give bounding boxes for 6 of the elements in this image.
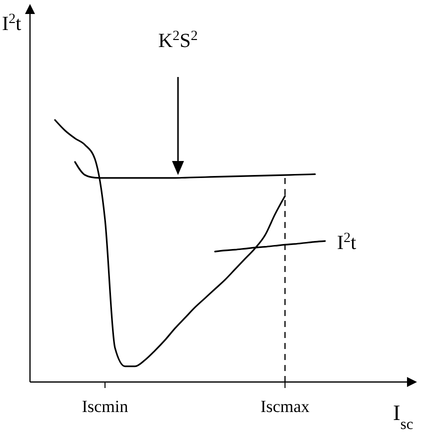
x-axis-title: I$_{sc}$	[393, 400, 414, 432]
x-tick-label: Iscmax	[260, 397, 310, 416]
series-label: I$^{2}$t	[337, 230, 357, 254]
text: K$^{2}$S$^{2}$	[158, 28, 198, 52]
x-tick-label: Iscmin	[82, 397, 129, 416]
y-axis-title: I$^{2}$t	[2, 12, 22, 35]
